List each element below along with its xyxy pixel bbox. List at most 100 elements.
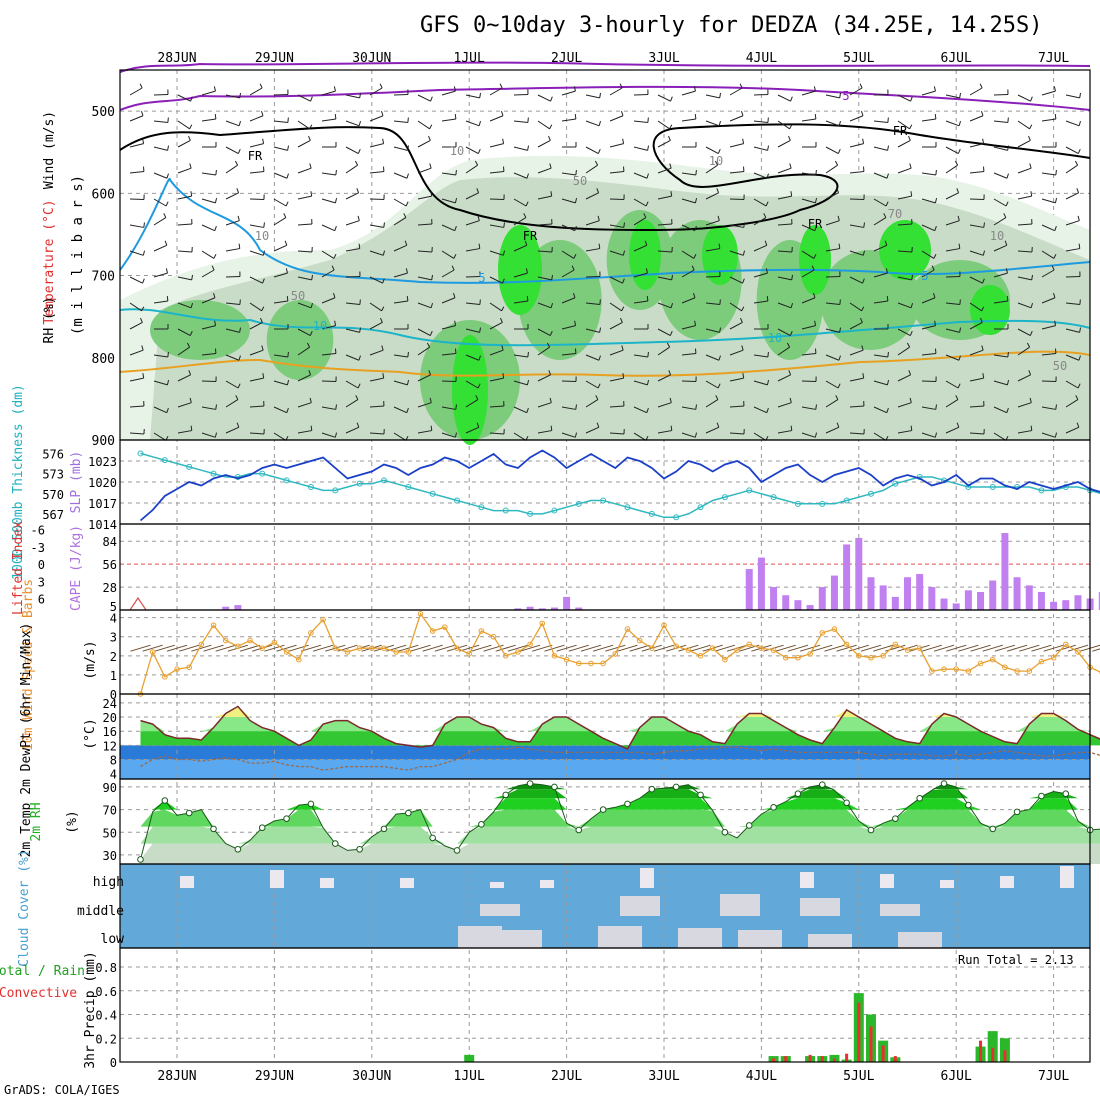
wind-barb-flag <box>1030 302 1034 308</box>
wind-barb <box>345 248 360 252</box>
wind-barb <box>609 143 624 148</box>
date-label-bottom: 2JUL <box>551 1069 582 1084</box>
rh-shading-saturated <box>879 220 931 280</box>
axis-tick: 12 <box>103 739 117 753</box>
wind-barb <box>1041 250 1055 259</box>
wind-barb <box>753 120 768 123</box>
wind-barb-flag <box>502 138 505 144</box>
wind-barb <box>249 250 264 256</box>
wind-barb <box>177 374 191 382</box>
wind-barb <box>1017 346 1030 356</box>
wind-barb-flag <box>430 96 433 102</box>
cape-bar <box>1037 591 1045 610</box>
wind-barb-flag <box>646 173 649 179</box>
thickness-point <box>770 494 777 501</box>
wind-barb-flag <box>190 96 193 102</box>
wind-barb-flag <box>1029 124 1033 130</box>
wind-barb-flag <box>670 302 674 308</box>
wind-barb <box>1065 220 1080 226</box>
date-label-bottom: 1JUL <box>454 1069 485 1084</box>
wind-barb <box>273 354 288 358</box>
wind-barb-flag <box>599 92 602 98</box>
cloud-high-block <box>1060 866 1074 888</box>
wind-barb <box>1041 353 1056 356</box>
wind-barb-flag <box>454 197 458 203</box>
date-label-top: 30JUN <box>352 51 391 66</box>
wind-barb <box>369 143 384 148</box>
temp-contour-5 <box>119 177 1091 284</box>
wind-barb-flag <box>406 296 409 302</box>
wind10-barb <box>1092 648 1100 652</box>
wind-barb <box>489 377 504 382</box>
wind-barb <box>657 402 672 408</box>
wind-barb-flag <box>476 188 480 194</box>
wind10-barb <box>714 644 736 652</box>
contour-label: 5 <box>478 271 485 285</box>
axis-tick: 5 <box>110 600 117 614</box>
wind-barb <box>537 195 552 200</box>
wind-barb <box>417 167 432 174</box>
wind-barb <box>609 432 625 435</box>
axis-tick: 70 <box>103 804 117 818</box>
wind-barb-flag <box>310 425 313 431</box>
wind-barb-flag <box>598 243 601 249</box>
contour-label: 10 <box>990 229 1004 243</box>
wind-barb <box>777 195 792 200</box>
wind-barb <box>609 250 624 256</box>
precip-convective-bar <box>784 1056 788 1062</box>
ylabel-thickness: 1000-500mb Thickness (dm) <box>11 384 26 580</box>
wind-barb <box>441 118 456 122</box>
wind-barb <box>441 224 455 232</box>
wind-barb-flag <box>790 96 793 102</box>
axis-tick: 84 <box>103 535 117 549</box>
wind-barb <box>225 94 240 99</box>
wind-barb-flag <box>909 397 912 403</box>
wind-barb-flag <box>643 213 647 218</box>
wind-barb <box>249 276 263 284</box>
wind-barb-flag <box>502 373 505 379</box>
wind-barb-flag <box>934 432 938 438</box>
wind-barb <box>465 248 480 252</box>
rh2m-point <box>843 799 850 807</box>
wind-barb <box>609 276 623 284</box>
wind-barb-flag <box>1076 422 1080 428</box>
wind10-barbs <box>130 644 1100 652</box>
wind-barb <box>513 432 527 441</box>
wind-barb-flag <box>1078 120 1082 126</box>
wind-barb-flag <box>479 327 482 333</box>
wind-barb <box>345 354 360 361</box>
wind10-barb <box>873 644 894 652</box>
cape-bar <box>916 573 924 610</box>
wind-barb <box>249 87 263 96</box>
axis-tick: 567 <box>42 508 64 522</box>
rh2m-band <box>140 789 1100 799</box>
wind-barb <box>1065 354 1080 361</box>
wind-barb <box>777 120 790 130</box>
wind-barb <box>1065 94 1080 99</box>
wind-barb <box>969 171 984 174</box>
wind-barb-flag <box>789 330 793 336</box>
panel-frames <box>119 69 1091 1063</box>
bottom-date-axis: 28JUN 29JUN 30JUN 1JUL 2JUL 3JUL 4JUL 5JUL 6JUL 7… <box>157 1069 1069 1084</box>
wind10-barb <box>1019 644 1040 652</box>
wind10-point <box>575 660 582 667</box>
wind-barb <box>417 430 432 434</box>
wind-barb <box>465 146 479 155</box>
wind-barb <box>561 198 576 204</box>
wind-barb <box>705 192 719 200</box>
wind-barb <box>945 220 960 226</box>
wind-barb <box>249 115 264 122</box>
wind10-barb <box>410 644 431 652</box>
wind-barb-flag <box>359 327 362 333</box>
wind-barb <box>345 164 358 174</box>
wind-barb <box>993 354 1008 358</box>
cape-bar <box>952 603 960 610</box>
wind-barb-flag <box>742 250 746 256</box>
wind-barb <box>705 164 718 174</box>
wind-barb <box>561 250 575 259</box>
wind-barb-flag <box>906 342 911 348</box>
wind-barb <box>1017 120 1030 130</box>
wind-barb <box>561 172 576 176</box>
wind-barb-flag <box>763 213 767 218</box>
wind-barb-flag <box>236 188 240 194</box>
